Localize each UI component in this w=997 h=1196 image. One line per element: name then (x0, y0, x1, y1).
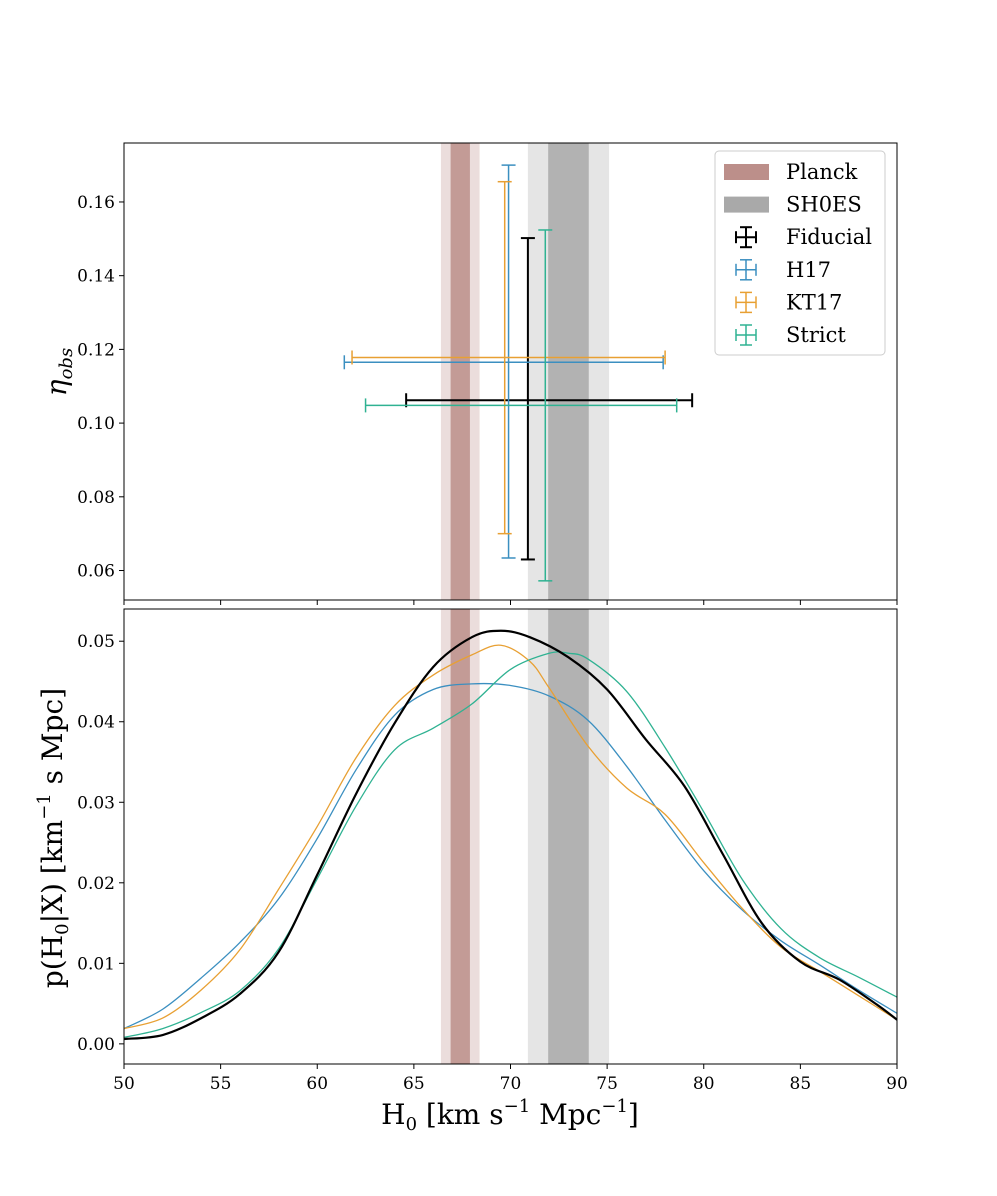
legend-swatch-planck (724, 164, 769, 180)
top-ytick-label: 0.12 (77, 340, 115, 360)
top-ytick-label: 0.14 (77, 267, 115, 287)
bottom-ytick-label: 0.00 (77, 1035, 115, 1055)
legend-swatch-strict (735, 324, 757, 346)
errorbar-fiducial (405, 237, 694, 561)
bottom-y-axis-label: p(H0|X) [km−1 s Mpc] (34, 688, 73, 988)
legend-entry-h17: H17 (735, 258, 831, 282)
line-kt17 (124, 644, 897, 1030)
bottom-ytick-label: 0.03 (77, 793, 115, 813)
bottom-ytick-label: 0.04 (77, 713, 115, 733)
bottom-xtick-label: 70 (500, 1074, 522, 1094)
top-ytick-label: 0.06 (77, 562, 115, 582)
errorbar-h17 (343, 164, 664, 559)
legend-entry-planck: Planck (724, 160, 858, 184)
legend-label-fiducial: Fiducial (786, 225, 872, 249)
bottom-xtick-label: 50 (113, 1074, 135, 1094)
legend-swatch-fiducial (735, 226, 757, 249)
legend-label-sh0es: SH0ES (786, 193, 862, 217)
bottom-ytick-label: 0.02 (77, 874, 115, 894)
bottom-axes-frame (123, 608, 898, 1065)
sh0es-band-1sigma (548, 609, 589, 1064)
legend-label-h17: H17 (786, 258, 831, 282)
legend-label-planck: Planck (786, 160, 858, 184)
bottom-xtick-label: 65 (403, 1074, 425, 1094)
legend-swatch-h17 (735, 259, 757, 281)
legend-entry-fiducial: Fiducial (735, 225, 872, 249)
legend: Planck SH0ES Fiducial H17 KT17 Strict (714, 150, 886, 356)
legend-entry-sh0es: SH0ES (724, 193, 862, 217)
legend-swatch-kt17 (735, 291, 757, 314)
bottom-ytick-label: 0.05 (77, 632, 115, 652)
bottom-x-axis-label: H0 [km s−1 Mpc−1] (381, 1096, 639, 1135)
planck-band-1sigma (450, 143, 470, 600)
line-h17 (124, 682, 897, 1030)
bottom-xtick-label: 75 (596, 1074, 618, 1094)
top-y-axis-label: ηobs (40, 348, 77, 396)
bottom-xtick-label: 90 (886, 1074, 908, 1094)
top-ytick-label: 0.16 (77, 193, 115, 213)
bottom-ytick-label: 0.01 (77, 954, 115, 974)
sh0es-band-1sigma (548, 143, 589, 600)
top-panel: 0.06 0.08 0.10 0.12 0.14 0.16 ηobs Planck SH0E… (40, 142, 898, 605)
legend-swatch-sh0es (724, 196, 769, 213)
legend-entry-kt17: KT17 (735, 290, 842, 314)
bottom-panel: 0.00 0.01 0.02 0.03 0.04 0.05 50 55 60 65 70 75 80 8… (34, 608, 908, 1135)
bottom-xtick-label: 85 (790, 1074, 812, 1094)
errorbar-strict (364, 229, 678, 582)
legend-entry-strict: Strict (735, 323, 846, 347)
planck-band-1sigma (450, 609, 470, 1064)
legend-label-kt17: KT17 (786, 290, 842, 314)
errorbar-kt17 (351, 180, 666, 535)
bottom-xtick-label: 80 (693, 1074, 715, 1094)
bottom-xtick-label: 60 (306, 1074, 328, 1094)
line-fiducial (124, 629, 897, 1041)
bottom-xtick-label: 55 (210, 1074, 232, 1094)
line-strict (124, 651, 897, 1039)
top-ytick-label: 0.08 (77, 488, 115, 508)
legend-label-strict: Strict (786, 323, 846, 347)
top-ytick-label: 0.10 (77, 414, 115, 434)
